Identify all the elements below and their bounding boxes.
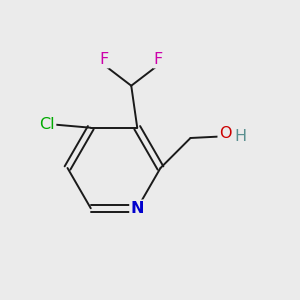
- Text: N: N: [130, 201, 144, 216]
- Text: F: F: [154, 52, 163, 67]
- Text: H: H: [234, 129, 246, 144]
- Text: Cl: Cl: [39, 117, 55, 132]
- Text: F: F: [100, 52, 109, 67]
- Text: O: O: [219, 126, 231, 141]
